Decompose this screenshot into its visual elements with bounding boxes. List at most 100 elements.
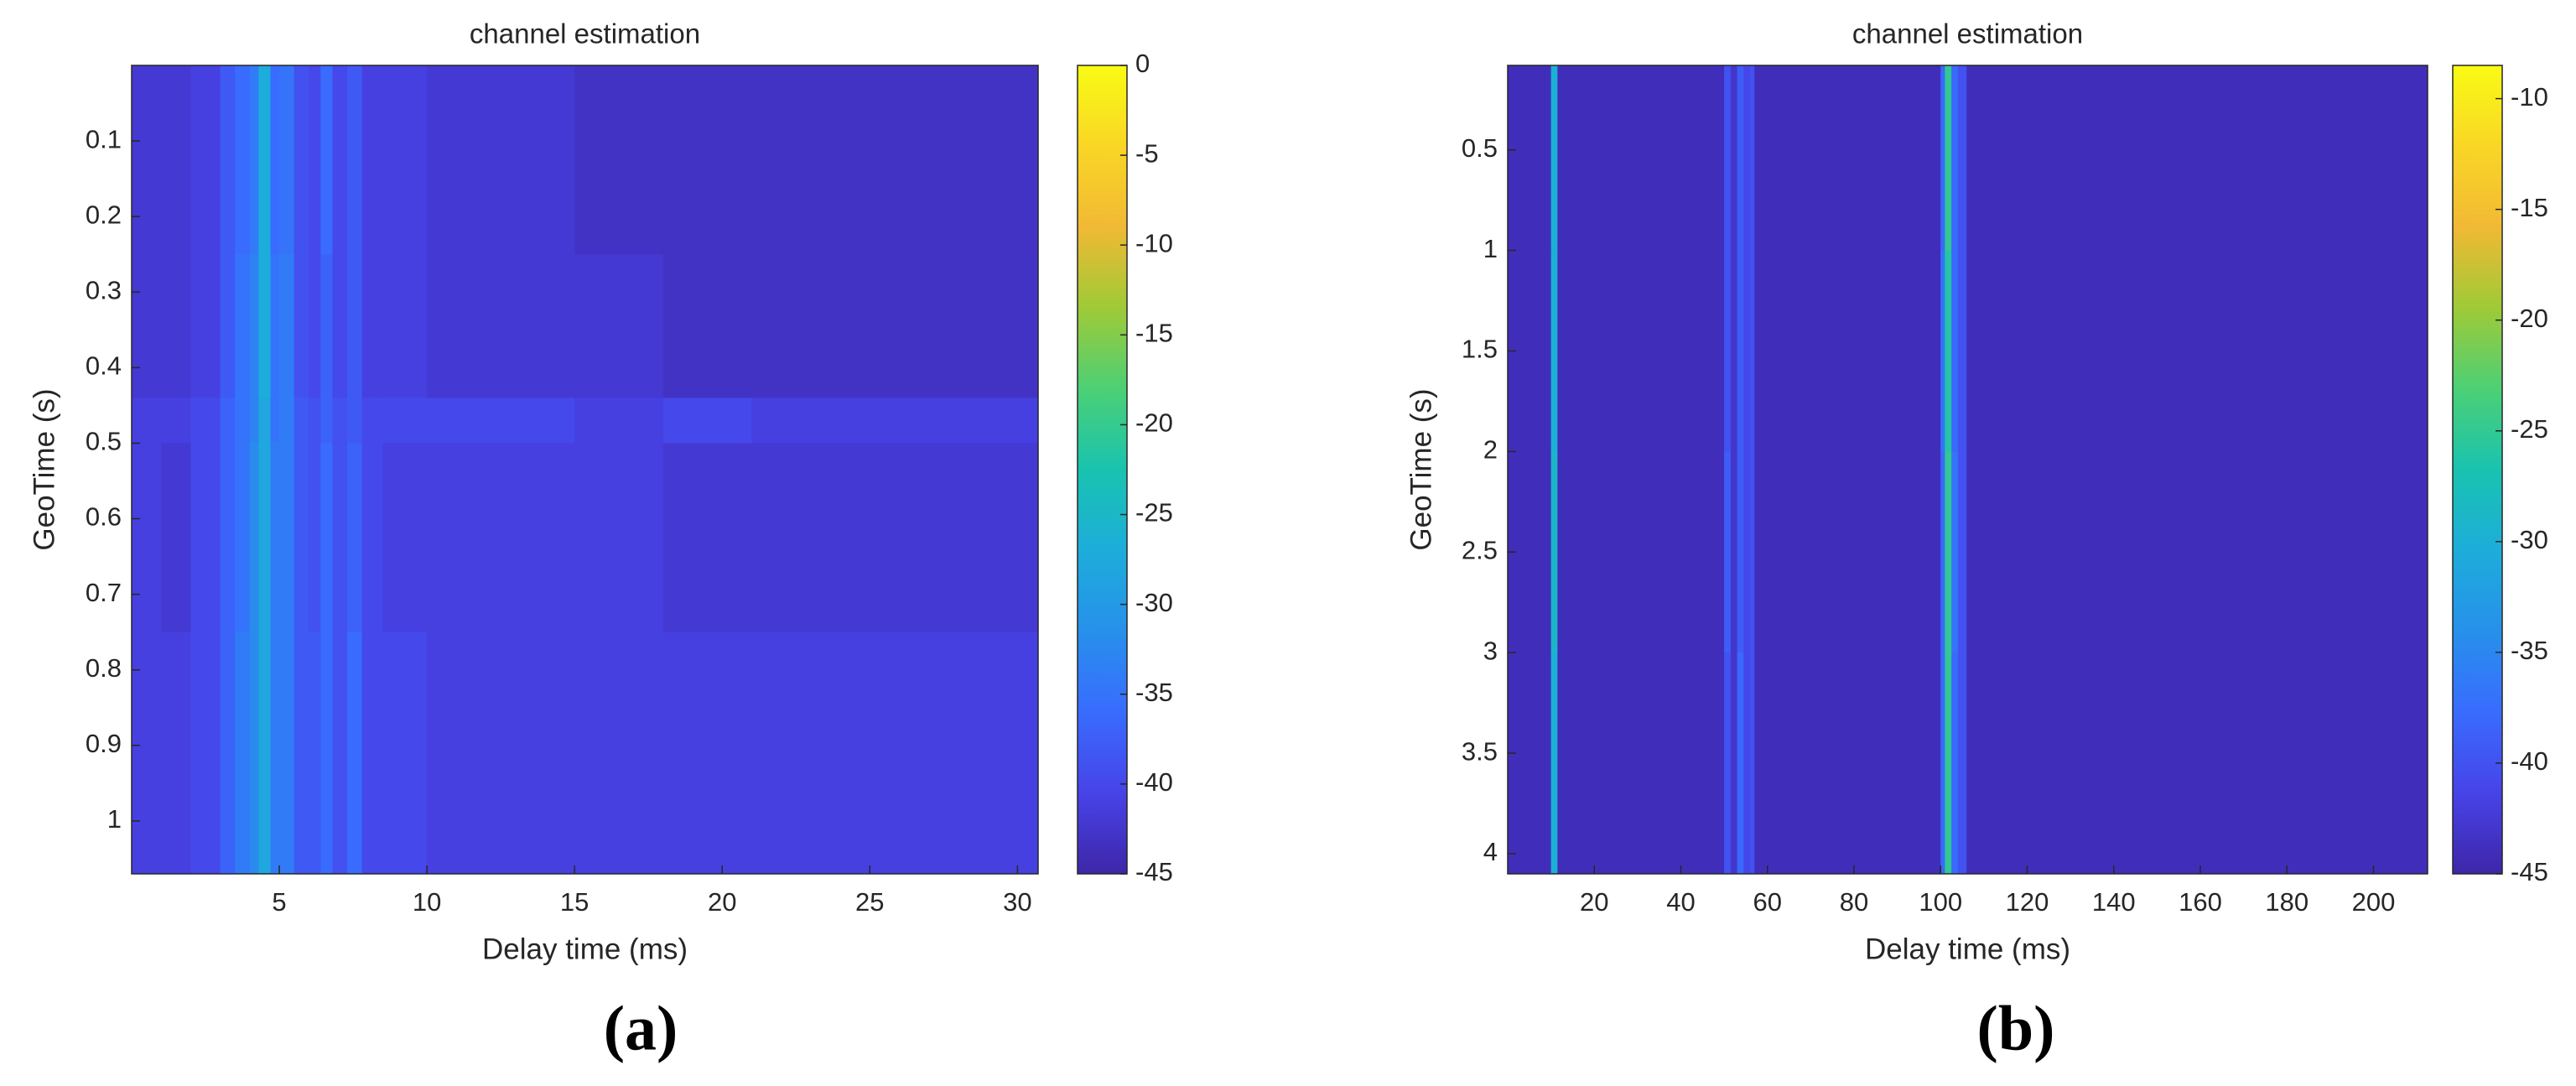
heatmap-cell — [928, 254, 1039, 398]
x-tick-label: 160 — [2179, 887, 2222, 917]
heatmap-cell — [662, 631, 752, 875]
heatmap-cell — [320, 65, 333, 255]
heatmap-cell — [361, 254, 383, 398]
x-tick-label: 40 — [1666, 887, 1695, 917]
heatmap-cell — [1945, 65, 1952, 252]
heatmap-cell — [220, 631, 236, 875]
heatmap-cell — [347, 443, 363, 633]
heatmap-cell — [1724, 65, 1732, 252]
heatmap-cell — [220, 443, 236, 633]
heatmap-cell — [1743, 65, 1751, 252]
heatmap-cell — [249, 398, 259, 444]
heatmap-cell — [1951, 652, 1959, 875]
heatmap-cell — [320, 254, 333, 398]
y-tick-label: 2 — [1483, 435, 1498, 465]
heatmap-cell — [1940, 652, 1945, 875]
colorbar-tick-label: -25 — [1135, 498, 1173, 527]
heatmap-cell — [382, 65, 428, 255]
heatmap-cell — [1750, 250, 1755, 452]
colorbar-tick-label: -35 — [2511, 636, 2548, 665]
x-tick-label: 10 — [413, 887, 441, 917]
heatmap-cell — [270, 254, 280, 398]
heatmap-cell — [1737, 652, 1744, 875]
x-tick-label: 200 — [2352, 887, 2396, 917]
heatmap-cell — [1750, 65, 1755, 252]
colorbar-tick-label: -20 — [1135, 408, 1173, 438]
heatmap-cell — [361, 398, 383, 444]
heatmap-cell — [320, 398, 333, 444]
heatmap-cell — [1730, 65, 1738, 252]
heatmap-cell — [1724, 250, 1732, 452]
heatmap-cell — [309, 398, 321, 444]
heatmap-cell — [249, 254, 259, 398]
heatmap-cell — [1966, 652, 2428, 875]
x-axis-label: Delay time (ms) — [482, 933, 688, 965]
heatmap-cell — [293, 65, 309, 255]
heatmap-cell — [382, 443, 428, 633]
axes-box — [131, 65, 1039, 875]
x-tick-label: 5 — [272, 887, 286, 917]
heatmap-cell — [190, 631, 221, 875]
y-tick-label: 0.9 — [86, 729, 122, 758]
heatmap-cell — [279, 65, 295, 255]
x-tick-label: 140 — [2092, 887, 2136, 917]
chart-title: channel estimation — [470, 18, 700, 49]
x-tick-label: 25 — [855, 887, 884, 917]
heatmap-cell — [1940, 451, 1945, 653]
y-axis-label: GeoTime (s) — [28, 388, 60, 550]
y-tick-label: 4 — [1483, 837, 1498, 866]
x-tick-label: 80 — [1840, 887, 1868, 917]
heatmap-cell — [1750, 451, 1755, 653]
heatmap-cell — [309, 443, 321, 633]
heatmap-cell — [161, 443, 191, 633]
heatmap-cell — [132, 254, 162, 398]
y-tick-label: 1.5 — [1462, 335, 1498, 364]
x-tick-label: 180 — [2265, 887, 2309, 917]
heatmap-cell — [1951, 65, 1959, 252]
heatmap-cell — [347, 398, 363, 444]
heatmap-cell — [662, 254, 752, 398]
heatmap-cell — [1940, 65, 1945, 252]
heatmap-cell — [1951, 451, 1959, 653]
colorbar-tick-label: -45 — [1135, 857, 1173, 886]
heatmap-cell — [258, 443, 271, 633]
heatmap-cell — [190, 65, 221, 255]
heatmap-cell — [220, 65, 236, 255]
heatmap-cell — [132, 443, 162, 633]
heatmap-cell — [1730, 652, 1738, 875]
heatmap-cell — [235, 254, 251, 398]
colorbar-tick-label: -40 — [2511, 746, 2548, 776]
y-tick-label: 0.2 — [86, 200, 122, 229]
heatmap-cell — [293, 398, 309, 444]
y-tick-label: 3 — [1483, 636, 1498, 665]
heatmap-cell — [1957, 65, 1967, 252]
heatmap-cell — [270, 631, 280, 875]
colorbar-tick-label: -10 — [2511, 82, 2548, 112]
y-tick-label: 3.5 — [1462, 736, 1498, 766]
heatmap-cell — [347, 254, 363, 398]
heatmap-cell — [662, 443, 752, 633]
heatmap-cell — [1750, 652, 1755, 875]
heatmap-cell — [1940, 250, 1945, 452]
heatmap-cell — [258, 65, 271, 255]
y-tick-label: 0.6 — [86, 502, 122, 532]
heatmap-cell — [840, 631, 930, 875]
y-tick-label: 1 — [1483, 234, 1498, 263]
heatmap-cell — [1945, 451, 1952, 653]
heatmap-cell — [249, 631, 259, 875]
heatmap-cell — [1724, 652, 1732, 875]
heatmap-cell — [293, 443, 309, 633]
x-tick-label: 30 — [1003, 887, 1031, 917]
colorbar-tick-label: -25 — [2511, 414, 2548, 444]
heatmap-cell — [1945, 250, 1952, 452]
heatmap-cell — [132, 631, 162, 875]
heatmap-cell — [1508, 65, 1552, 252]
heatmap-cell — [1730, 451, 1738, 653]
heatmap-cell — [751, 443, 841, 633]
heatmap-cell — [840, 254, 930, 398]
heatmap-cell — [309, 254, 321, 398]
heatmap-cell — [361, 65, 383, 255]
heatmap-cell — [486, 398, 575, 444]
heatmap-cell — [347, 65, 363, 255]
heatmap-cell — [309, 65, 321, 255]
